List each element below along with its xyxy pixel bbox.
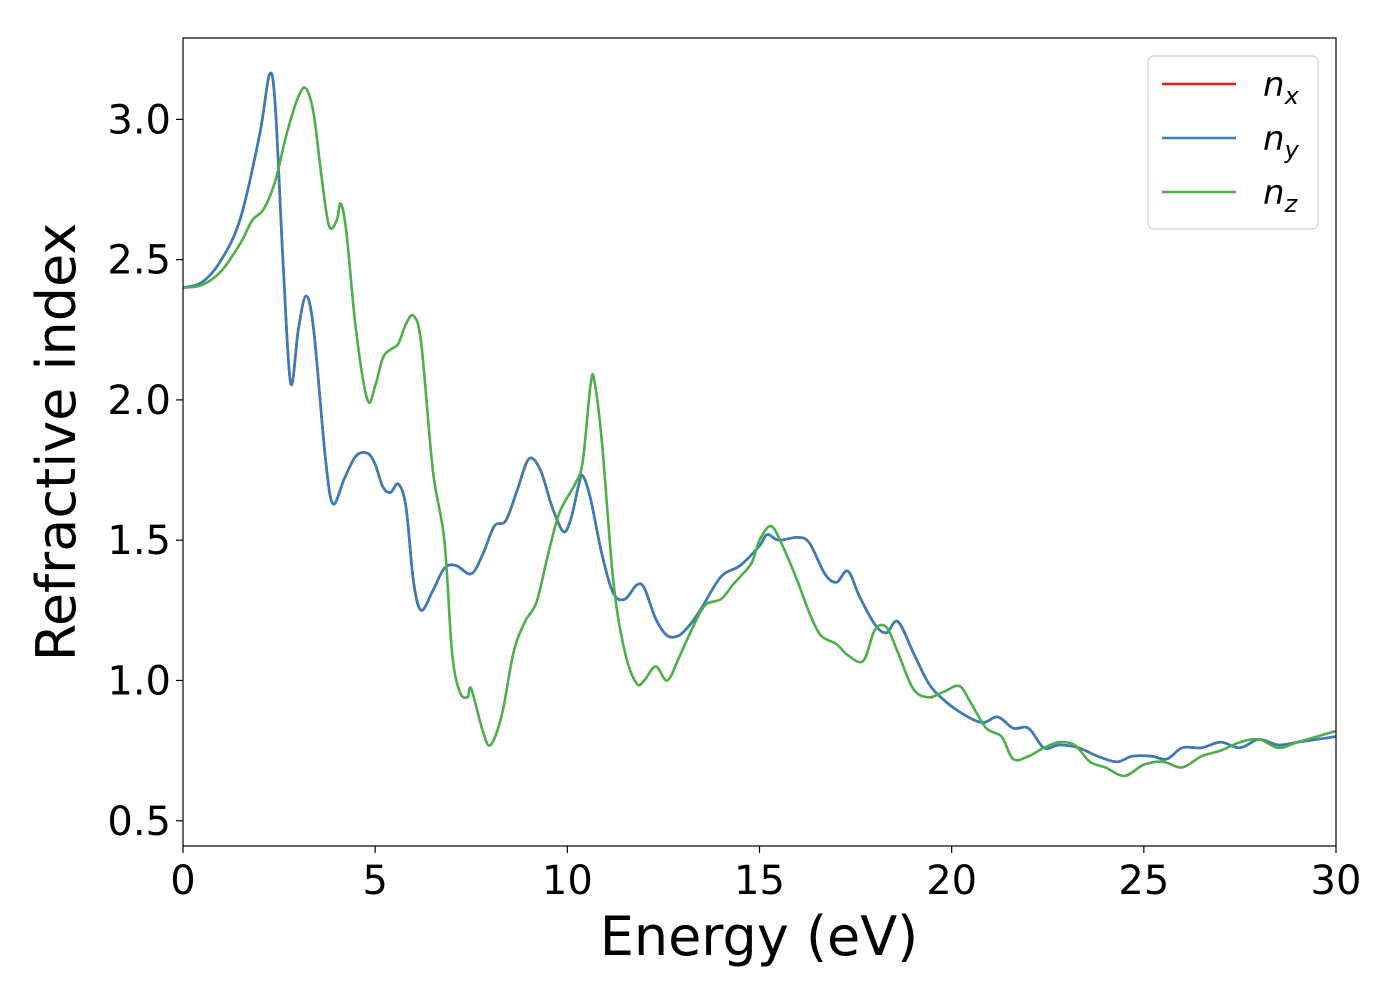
legend-label-subscript: x [1284,82,1300,110]
x-tick-label: 15 [734,858,785,904]
x-tick-label: 0 [170,858,195,904]
legend-label-subscript: y [1284,136,1300,164]
x-tick-label: 10 [542,858,593,904]
legend-label-subscript: z [1284,190,1299,218]
legend-label-nx: nx [1263,65,1300,110]
series-line-ny [183,71,1336,764]
y-tick-label: 3.0 [107,97,171,143]
y-tick-label: 1.0 [107,658,171,704]
x-tick-label: 25 [1118,858,1169,904]
y-tick-label: 2.0 [107,378,171,424]
legend-label-symbol: n [1263,173,1285,213]
x-tick-label: 20 [926,858,977,904]
legend-label-ny: ny [1263,119,1300,164]
x-tick-label: 5 [362,858,387,904]
y-tick-label: 1.5 [107,518,171,564]
legend-label-symbol: n [1263,119,1285,159]
legend-label-nz: nz [1263,173,1299,218]
y-tick-label: 0.5 [107,799,171,845]
legend-label-symbol: n [1263,65,1285,105]
y-tick-label: 2.5 [107,238,171,284]
legend-box [1147,55,1319,230]
y-axis-label: Refractive index [25,223,88,662]
x-axis-label: Energy (eV) [600,905,919,968]
x-tick-label: 30 [1311,858,1362,904]
series-line-nz [183,86,1336,778]
